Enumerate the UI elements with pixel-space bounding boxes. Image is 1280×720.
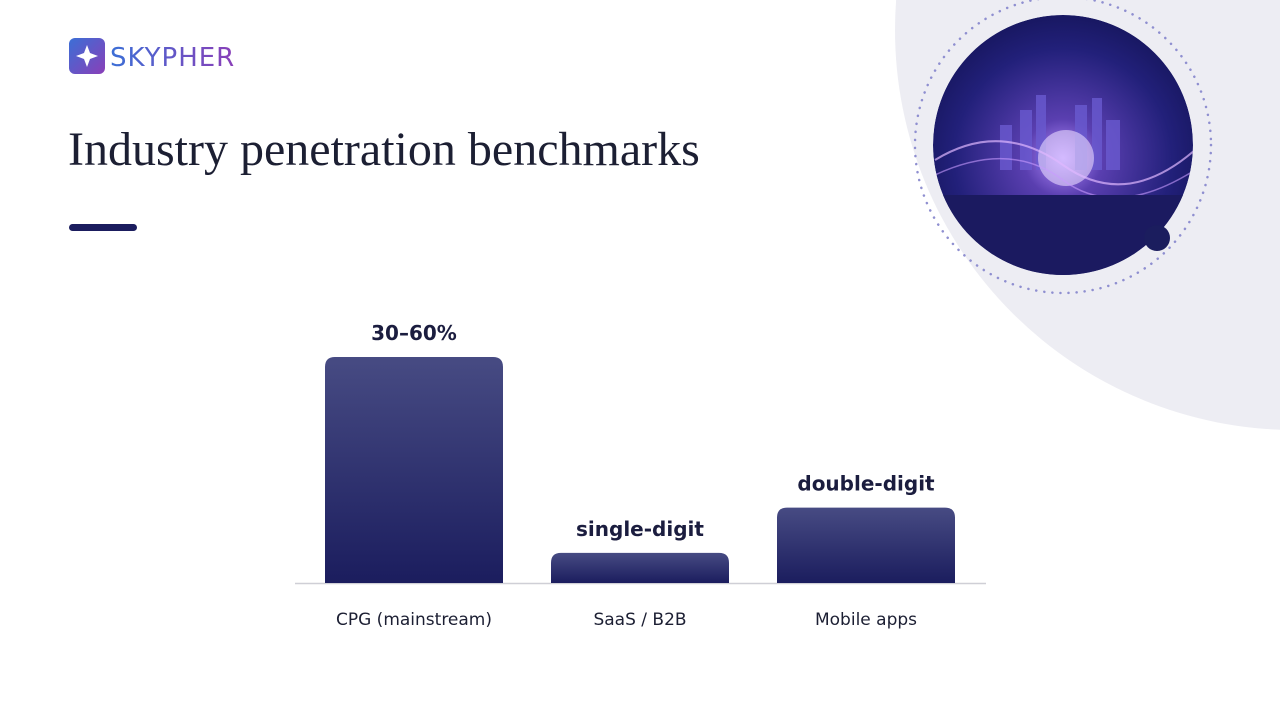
brand: SKYPHER: [110, 43, 235, 73]
bar: [551, 552, 729, 583]
value-label: single-digit: [576, 517, 704, 541]
bar: [325, 357, 503, 583]
x-tick-label: Mobile apps: [815, 610, 917, 630]
x-tick-label: CPG (mainstream): [336, 610, 492, 630]
chart-title: Industry penetration benchmarks: [68, 123, 700, 176]
value-label: 30–60%: [371, 321, 457, 345]
value-label: double-digit: [797, 472, 935, 496]
x-tick-label: SaaS / B2B: [593, 610, 686, 630]
bar: [777, 507, 955, 583]
dotted-ring: [913, 0, 1213, 295]
hero-image: [933, 15, 1193, 275]
title-underline: [69, 224, 137, 231]
accent-dot: [1144, 225, 1170, 251]
logo-star: [76, 45, 98, 67]
